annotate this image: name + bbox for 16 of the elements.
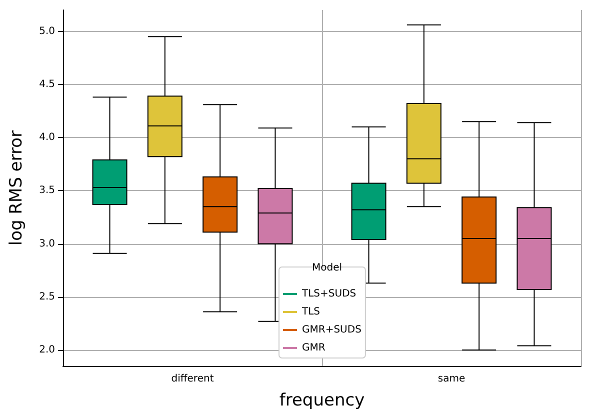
y-tick-label: 3.0 <box>39 238 55 250</box>
y-tick-label: 5.0 <box>39 26 55 37</box>
y-axis-title: log RMS error <box>6 130 26 246</box>
y-tick-label: 4.0 <box>39 132 55 144</box>
x-axis-title: frequency <box>279 390 365 410</box>
x-tick-label: different <box>171 374 214 384</box>
y-tick-label: 2.5 <box>39 291 55 302</box>
legend-label: TLS+SUDS <box>301 288 356 300</box>
legend-label: GMR <box>302 342 326 354</box>
legend-label: GMR+SUDS <box>302 324 362 336</box>
y-tick-label: 4.5 <box>39 78 55 90</box>
y-tick-label: 2.0 <box>39 344 55 356</box>
legend-label: TLS <box>301 306 320 318</box>
y-tick-label: 3.5 <box>39 185 55 196</box>
x-tick-label: same <box>438 374 466 384</box>
legend-title: Model <box>312 262 342 274</box>
